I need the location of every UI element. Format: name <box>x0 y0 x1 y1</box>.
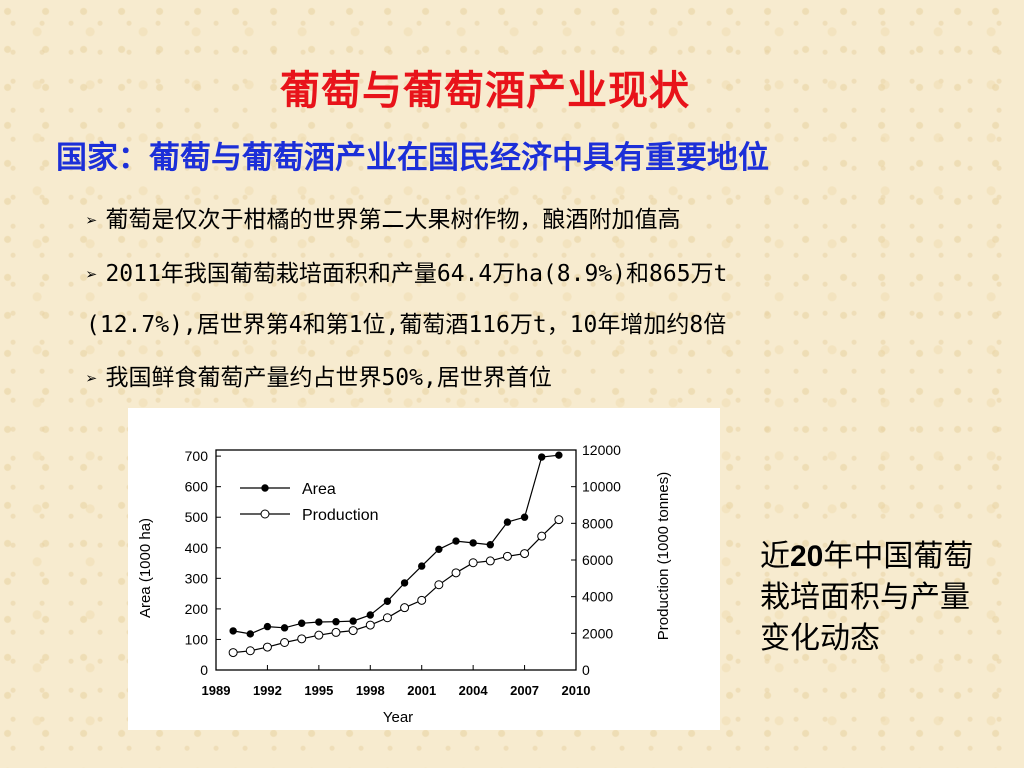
arrow-bullet-icon: ➢ <box>86 368 98 390</box>
production-data-point <box>331 627 341 637</box>
production-data-point <box>400 603 410 613</box>
production-data-point <box>365 620 375 630</box>
arrow-bullet-icon: ➢ <box>86 210 98 232</box>
bullet-text: 我国鲜食葡萄产量约占世界50%,居世界首位 <box>105 365 552 391</box>
left-axis-tick-label: 700 <box>185 448 209 464</box>
legend-label-production: Production <box>302 507 379 524</box>
bullet-text: 2011年我国葡萄栽培面积和产量64.4万ha(8.9%)和865万t <box>105 261 728 287</box>
area-data-point <box>486 541 494 549</box>
production-data-point <box>382 613 392 623</box>
production-data-point <box>468 558 478 568</box>
area-data-point <box>366 611 374 619</box>
area-data-point <box>383 597 392 605</box>
right-axis-tick-label: 4000 <box>582 589 613 605</box>
right-axis-tick-label: 8000 <box>582 515 613 531</box>
left-axis-label: Area (1000 ha) <box>137 518 154 618</box>
production-data-point <box>485 556 495 566</box>
bullet-item-1: ➢ 葡萄是仅次于柑橘的世界第二大果树作物，酿酒附加值高 <box>86 200 680 234</box>
area-data-point <box>280 624 289 632</box>
left-axis-tick-label: 500 <box>185 509 209 525</box>
left-axis-tick-label: 100 <box>185 631 209 647</box>
area-data-point <box>246 630 254 638</box>
right-axis-tick-label: 0 <box>582 662 590 678</box>
production-data-point <box>537 531 547 541</box>
right-axis-label: Production (1000 tonnes) <box>655 472 672 640</box>
production-data-point <box>228 648 238 658</box>
production-data-point <box>280 638 290 647</box>
area-data-point <box>555 451 563 459</box>
x-axis-tick-label: 1989 <box>202 683 231 698</box>
area-data-point <box>503 518 512 526</box>
left-axis-tick-label: 200 <box>185 601 209 617</box>
area-data-point <box>229 627 237 635</box>
area-data-point <box>298 619 306 627</box>
area-data-point <box>400 579 409 587</box>
production-data-point <box>417 595 427 605</box>
x-axis-tick-label: 1998 <box>356 683 385 698</box>
production-data-point <box>520 549 530 559</box>
bullet-item-2-continued: (12.7%),居世界第4和第1位,葡萄酒116万t，10年增加约8倍 <box>86 312 727 338</box>
area-data-point <box>332 618 340 626</box>
area-data-point <box>452 537 460 545</box>
x-axis-tick-label: 2001 <box>407 683 436 698</box>
x-axis-label: Year <box>383 709 413 726</box>
production-data-point <box>262 642 272 652</box>
right-axis-tick-label: 2000 <box>582 625 613 641</box>
production-data-point <box>297 634 307 644</box>
slide-subtitle: 国家：葡萄与葡萄酒产业在国民经济中具有重要地位 <box>56 140 769 176</box>
production-data-point <box>451 568 461 578</box>
area-data-point <box>418 562 426 570</box>
x-axis-tick-label: 1992 <box>253 683 282 698</box>
caption-text: 年中国葡萄栽培面积与产量变化动态 <box>760 539 974 656</box>
production-data-point <box>245 646 255 656</box>
x-axis-tick-label: 2010 <box>562 683 591 698</box>
area-data-point <box>469 539 477 547</box>
production-data-point <box>554 515 564 525</box>
left-axis-tick-label: 400 <box>185 540 209 556</box>
chart-panel: 0 100 200 300 400 500 600 700 0 2000 4000 6000 8000 1… <box>128 408 720 730</box>
left-axis-tick-label: 0 <box>200 662 208 678</box>
area-data-point <box>520 513 529 521</box>
production-data-point <box>314 630 324 640</box>
bullet-item-2: ➢ 2011年我国葡萄栽培面积和产量64.4万ha(8.9%)和865万t <box>86 254 727 288</box>
left-axis-tick-label: 300 <box>185 570 209 586</box>
x-axis-tick-label: 2004 <box>459 683 489 698</box>
area-data-point <box>435 545 443 554</box>
right-axis-tick-label: 10000 <box>582 479 621 495</box>
area-data-point <box>263 622 272 631</box>
production-data-point <box>434 580 444 590</box>
area-production-chart: 0 100 200 300 400 500 600 700 0 2000 4000 6000 8000 1… <box>137 442 672 726</box>
legend-marker-production <box>260 509 270 519</box>
bullet-item-3: ➢ 我国鲜食葡萄产量约占世界50%,居世界首位 <box>86 358 552 392</box>
arrow-bullet-icon: ➢ <box>86 264 98 286</box>
right-axis-tick-label: 12000 <box>582 442 621 458</box>
x-axis-tick-label: 1995 <box>304 683 333 698</box>
caption-prefix: 近 <box>760 539 790 574</box>
caption-number: 20 <box>790 540 824 573</box>
legend-label-area: Area <box>302 481 336 498</box>
area-data-point <box>315 618 323 626</box>
x-axis-tick-label: 2007 <box>510 683 539 698</box>
area-series-line <box>232 454 559 635</box>
production-series-line <box>233 519 560 654</box>
slide-title: 葡萄与葡萄酒产业现状 <box>280 67 690 114</box>
plot-frame <box>215 449 577 671</box>
area-data-point <box>349 617 357 625</box>
area-data-point <box>538 453 546 461</box>
production-data-point <box>502 551 512 561</box>
chart-caption: 近20年中国葡萄栽培面积与产量变化动态 <box>760 536 980 659</box>
left-axis-tick-label: 600 <box>185 479 209 495</box>
right-axis-tick-label: 6000 <box>582 552 613 568</box>
legend-marker-area <box>261 484 269 492</box>
bullet-text: 葡萄是仅次于柑橘的世界第二大果树作物，酿酒附加值高 <box>105 207 681 233</box>
production-data-point <box>348 626 358 636</box>
